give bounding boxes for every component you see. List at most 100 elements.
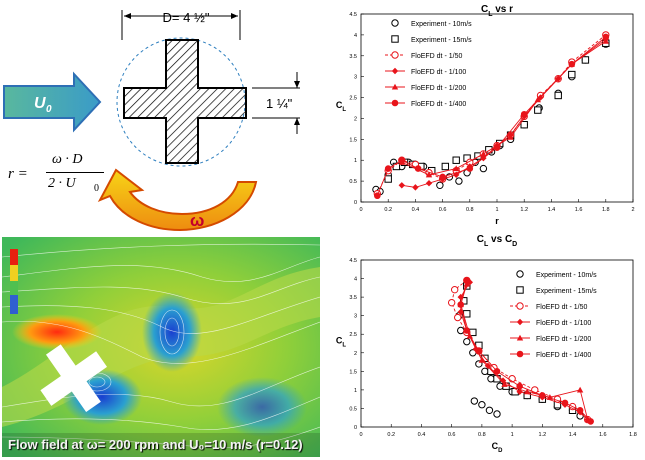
colorbar-high — [10, 249, 18, 265]
y-tick-label: 1.5 — [349, 137, 357, 143]
title-rest: vs r — [492, 4, 513, 15]
caption-backdrop — [2, 433, 320, 457]
y-axis-label-sub: L — [342, 343, 346, 349]
series-line — [376, 36, 607, 196]
dim-arrowhead-left — [124, 13, 131, 19]
data-point — [457, 308, 464, 316]
u0-label: U — [34, 95, 46, 112]
x-axis-label: r — [495, 216, 499, 226]
colorbar-low — [10, 281, 18, 295]
omega-label: ω — [190, 211, 204, 230]
data-point — [561, 399, 569, 407]
data-point — [524, 388, 531, 395]
data-point — [475, 347, 483, 355]
data-point — [576, 386, 584, 393]
width-arrowhead-bottom — [294, 118, 300, 125]
data-point — [581, 56, 590, 64]
y-axis-label-main: C — [336, 100, 343, 110]
chart-cl-vs-cd: CL vs CD0 0.2 0.4 0.6 0.8 1 1.2 1.4 1.6 1.800.511… — [336, 234, 637, 454]
cross-silhouette — [40, 344, 108, 413]
formula-numerator: ω · D — [52, 152, 83, 167]
data-point — [398, 182, 405, 189]
x-tick-label: 1.4 — [548, 207, 556, 213]
x-tick-label: 0.6 — [448, 432, 456, 438]
x-tick-label: 1 — [511, 432, 514, 438]
chart-cl-vs-r: CL vs r0 0.2 0.4 0.6 0.8 1 1.2 1.4 1.6 1.8 200.511… — [336, 4, 635, 226]
data-point — [412, 184, 419, 191]
data-point — [463, 277, 471, 284]
data-point — [436, 181, 444, 189]
chart-title: CL vs r — [481, 4, 513, 18]
colorbar-mid — [10, 265, 18, 281]
diameter-label: D= 4 ½" — [163, 10, 210, 25]
data-point — [479, 164, 488, 173]
legend-marker — [391, 99, 399, 107]
chart-title: CL vs CD — [477, 234, 517, 248]
flow-field-caption: Flow field at ω= 200 rpm and U₀=10 m/s (… — [8, 437, 303, 452]
high-velocity-region — [12, 314, 102, 350]
x-tick-label: 0.8 — [478, 432, 486, 438]
data-point — [493, 410, 501, 418]
data-point — [539, 392, 546, 399]
legend-marker — [391, 51, 399, 59]
y-tick-label: 0.5 — [349, 406, 357, 412]
series-6 — [374, 33, 610, 200]
data-point — [374, 192, 381, 200]
series-line — [460, 280, 592, 422]
data-point — [447, 298, 456, 307]
data-point — [534, 106, 542, 114]
data-point — [576, 407, 584, 414]
x-tick-label: 1.6 — [575, 207, 583, 213]
data-point — [507, 134, 514, 140]
y-tick-label: 1 — [354, 158, 357, 164]
data-point — [493, 144, 501, 151]
data-point — [414, 165, 422, 172]
vortex-core-upper — [142, 292, 202, 372]
x-tick-label: 1.2 — [520, 207, 528, 213]
legend-label: FloEFD dt - 1/400 — [411, 101, 466, 108]
data-point — [487, 375, 495, 383]
data-point — [463, 327, 471, 334]
y-tick-label: 4 — [354, 33, 357, 39]
legend-marker — [391, 19, 399, 27]
data-point — [455, 177, 463, 185]
series-3 — [447, 276, 592, 424]
series-3 — [373, 31, 610, 198]
cross-section-shape — [123, 39, 247, 164]
title-sub: L — [488, 11, 493, 18]
legend-marker — [391, 67, 399, 75]
plot-area — [360, 13, 634, 203]
y-tick-label: 2 — [354, 351, 357, 357]
legend-label: FloEFD dt - 1/200 — [536, 336, 591, 343]
y-axis-label-sub: L — [342, 107, 346, 113]
data-point — [425, 171, 433, 178]
u0-subscript: 0 — [46, 104, 52, 115]
flow-field-image — [2, 237, 320, 457]
data-point — [457, 326, 465, 335]
y-tick-label: 1.5 — [349, 369, 357, 375]
formula-r-lhs: r = — [8, 166, 28, 182]
y-tick-label: 3 — [354, 314, 357, 320]
title-main: C — [477, 234, 484, 245]
data-point — [602, 33, 610, 41]
x-tick-label: 0 — [359, 207, 362, 213]
legend-label: FloEFD dt - 1/100 — [536, 320, 591, 327]
x-axis-label-sub: D — [498, 448, 503, 454]
x-tick-label: 0 — [359, 432, 362, 438]
data-point — [384, 175, 392, 183]
legend-marker — [516, 318, 524, 326]
data-point — [478, 401, 486, 409]
data-point — [485, 406, 494, 415]
x-tick-label: 0.8 — [466, 207, 474, 213]
formula-r: r = ω · D 2 · U 0 — [8, 150, 118, 200]
y-tick-label: 2 — [354, 116, 357, 122]
flow-arrow-u0 — [3, 71, 102, 133]
data-point — [450, 285, 459, 294]
data-point — [463, 310, 471, 318]
data-point — [484, 362, 492, 369]
data-point — [457, 301, 465, 308]
legend-marker — [516, 302, 524, 310]
legend-marker — [516, 270, 524, 278]
legend-label: Experiment - 10m/s — [536, 272, 597, 279]
